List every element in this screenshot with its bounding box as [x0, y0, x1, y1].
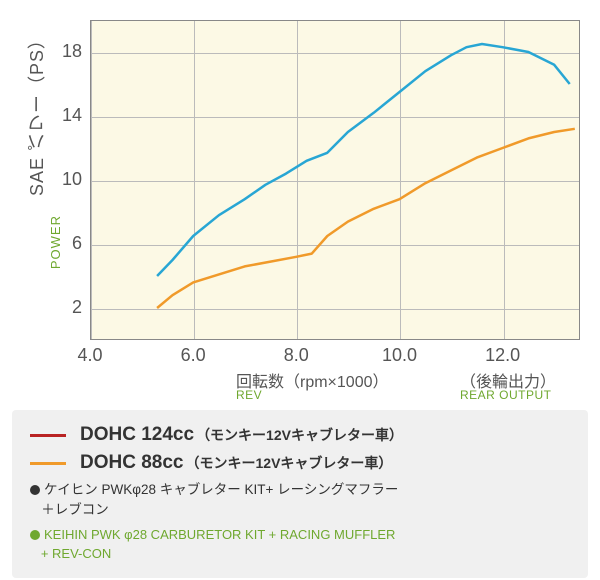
x-tick-label: 4.0 [65, 345, 115, 366]
legend-label-sub: （モンキー12Vキャブレター車） [196, 425, 403, 445]
y-tick-label: 18 [42, 41, 82, 62]
note-en-line1: KEIHIN PWK φ28 CARBURETOR KIT + RACING M… [44, 527, 395, 542]
y-tick-label: 10 [42, 169, 82, 190]
series-blue [157, 44, 570, 276]
x-axis-label-en: REV [236, 388, 262, 402]
legend-item: DOHC 124cc（モンキー12Vキャブレター車） [30, 424, 570, 446]
legend-label-main: DOHC 124cc [80, 424, 194, 446]
bullet-icon [30, 485, 40, 495]
y-tick-label: 2 [42, 297, 82, 318]
note-jp-line2: ＋レブコン [41, 502, 109, 517]
note-jp-line1: ケイヒン PWKφ28 キャブレター KIT+ レーシングマフラー [44, 482, 398, 497]
chart-curves [90, 20, 580, 340]
legend-panel: DOHC 124cc（モンキー12Vキャブレター車）DOHC 88cc（モンキー… [12, 410, 588, 578]
legend-item: DOHC 88cc（モンキー12Vキャブレター車） [30, 452, 570, 474]
series-orange [157, 129, 575, 308]
x-tick-label: 10.0 [374, 345, 424, 366]
y-tick-label: 14 [42, 105, 82, 126]
power-chart: SAE パワー（PS） POWER 回転数（rpm×1000） （後輪出力） R… [0, 0, 600, 400]
legend-label-main: DOHC 88cc [80, 452, 184, 474]
legend-label-sub: （モンキー12Vキャブレター車） [186, 453, 393, 473]
legend-note-en: KEIHIN PWK φ28 CARBURETOR KIT + RACING M… [30, 525, 570, 564]
x-tick-label: 12.0 [478, 345, 528, 366]
legend-note-jp: ケイヒン PWKφ28 キャブレター KIT+ レーシングマフラー ＋レブコン [30, 480, 570, 521]
note-en-line2: + REV-CON [41, 546, 111, 561]
x-tick-label: 8.0 [271, 345, 321, 366]
y-tick-label: 6 [42, 233, 82, 254]
x-axis-label-en2: REAR OUTPUT [460, 388, 552, 402]
x-tick-label: 6.0 [168, 345, 218, 366]
legend-swatch [30, 462, 66, 465]
legend-swatch [30, 434, 66, 437]
bullet-icon [30, 530, 40, 540]
